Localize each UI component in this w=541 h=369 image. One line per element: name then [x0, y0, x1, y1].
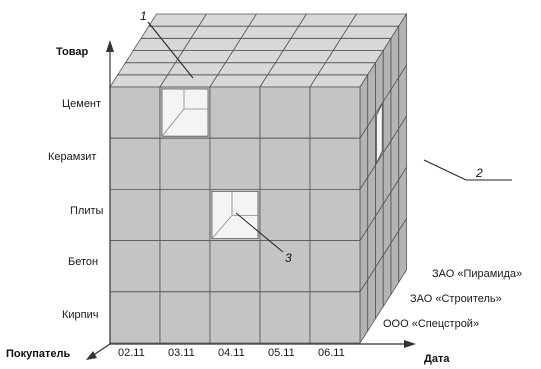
cube-top-cell [348, 13, 408, 27]
cube-top-cell [309, 74, 369, 88]
cube-front-cell [159, 188, 211, 242]
data-cube [109, 12, 408, 345]
cube-top-cell [209, 74, 269, 88]
cube-top-cell [259, 74, 319, 88]
cube-front-cell [109, 137, 161, 190]
cube-front-cell [209, 86, 261, 139]
date-label: 02.11 [118, 347, 145, 359]
product-label: Плиты [70, 205, 104, 217]
cube-top-cell [174, 50, 234, 64]
cube-top-cell [317, 62, 377, 76]
highlighted-cell-1-edge [161, 108, 185, 137]
cube-front-cell [309, 291, 361, 344]
cube-front-cell [309, 86, 361, 139]
date-label: 03.11 [168, 347, 195, 359]
cube-top-cell [282, 37, 342, 51]
cube-top-cell [167, 62, 227, 76]
depth-axis-title: Покупатель [6, 348, 71, 360]
product-label: Кирпич [62, 309, 99, 321]
cube-side-cell [398, 217, 407, 284]
cube-top-cell [267, 62, 327, 76]
cube-top-cell [274, 50, 334, 64]
cube-front-cell [159, 137, 211, 190]
cube-top-cell [159, 74, 219, 88]
cube-top-cell [290, 25, 350, 39]
product-label: Цемент [62, 98, 101, 110]
cube-top-cell [298, 13, 358, 27]
cube-top-cell [124, 50, 184, 64]
depth-axis-arrow [86, 351, 97, 360]
callout-2-number: 2 [475, 166, 483, 180]
date-label: 04.11 [218, 347, 245, 359]
date-label: 06.11 [318, 347, 345, 359]
cube-front-cell [259, 291, 311, 344]
cube-top-cell [140, 25, 200, 39]
horizontal-axis-arrow [404, 340, 416, 348]
cube-top-cell [148, 13, 208, 27]
cube-top-cell [332, 37, 392, 51]
buyer-label: ЗАО «Пирамида» [432, 268, 522, 280]
highlighted-cell-1 [161, 88, 209, 137]
product-label: Бетон [68, 256, 98, 268]
date-label: 05.11 [268, 347, 295, 359]
cube-top-cell [182, 37, 242, 51]
cube-front-cell [259, 137, 311, 190]
cube-top-cell [240, 25, 300, 39]
cube-front-cell [109, 86, 161, 139]
cube-top-cell [198, 13, 258, 27]
cube-top-cell [217, 62, 277, 76]
cube-top-cell [232, 37, 292, 51]
cube-top-cell [324, 50, 384, 64]
cube-front-cell [209, 240, 261, 293]
cube-front-cell [259, 188, 311, 242]
buyer-label: ООО «Спецстрой» [383, 318, 479, 330]
callout-2-leader [423, 159, 512, 181]
horizontal-axis-title: Дата [424, 353, 450, 365]
cube-front-cell [109, 291, 161, 344]
cube-top-cell [248, 13, 308, 27]
cube-top-cell [340, 25, 400, 39]
cube-front-cell [309, 188, 361, 242]
callouts: 1 2 3 [140, 9, 512, 265]
cube-front-cell [309, 137, 361, 190]
cube-front-cell [209, 291, 261, 344]
product-label: Керамзит [48, 151, 96, 163]
cube-front-cell [159, 291, 211, 344]
callout-3-number: 3 [285, 251, 292, 265]
cube-top-cell [190, 25, 250, 39]
cube-front-cell [309, 240, 361, 293]
cube-front-cell [109, 188, 161, 242]
callout-3-leader [235, 212, 284, 253]
cube-top-cell [117, 62, 177, 76]
vertical-axis-title: Товар [56, 46, 88, 58]
cube-front-cell [109, 240, 161, 293]
highlighted-cell-2 [376, 103, 383, 164]
cube-front-cell [159, 240, 211, 293]
vertical-axis-arrow [106, 40, 114, 52]
cube-top-cell [109, 74, 169, 88]
cube-front-cell [259, 86, 311, 139]
callout-1-leader [147, 21, 194, 79]
cube-front-cell [209, 137, 261, 190]
cube-front-cell [259, 240, 311, 293]
cube-top-cell [224, 50, 284, 64]
highlighted-cell-3-edge [211, 215, 233, 239]
callout-1-number: 1 [140, 9, 147, 23]
labels: Товар Дата Покупатель Цемент Керамзит Пл… [6, 46, 522, 365]
depth-axis-line [91, 343, 111, 357]
buyer-label: ЗАО «Строитель» [410, 293, 502, 305]
axes [86, 40, 416, 360]
